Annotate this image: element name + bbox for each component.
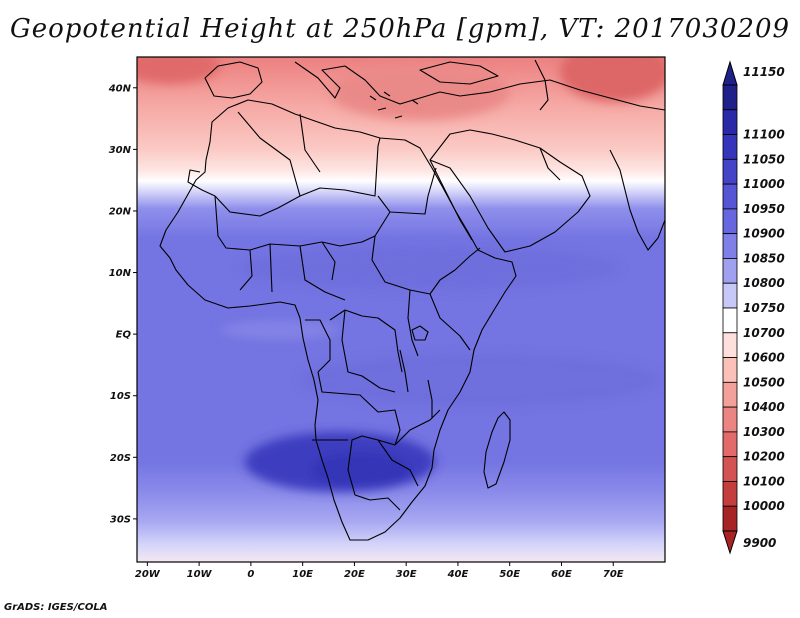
footer-credit: GrADS: IGES/COLA xyxy=(4,602,108,613)
colorbar-level-label: 10600 xyxy=(743,351,785,365)
ridge-mediterranean xyxy=(330,64,510,120)
lat-tick-label: 40N xyxy=(108,83,132,94)
ridge-high-northwest xyxy=(137,57,220,84)
lon-tick-label: 0 xyxy=(247,569,254,580)
colorbar-top-arrow xyxy=(722,60,738,86)
colorbar-swatch xyxy=(722,456,738,482)
colorbar-swatch xyxy=(722,84,738,111)
colorbar-level-label: 10750 xyxy=(743,301,785,315)
colorbar-swatch xyxy=(722,282,738,309)
border-southern-africa xyxy=(312,371,441,511)
iberia-coastline xyxy=(204,61,263,99)
plot-frame xyxy=(136,56,666,563)
colorbar-swatch xyxy=(722,109,738,135)
band-tropical-south xyxy=(300,354,660,406)
border-sahel xyxy=(214,195,391,301)
lake-victoria xyxy=(411,325,429,341)
colorbar-level-label: 10500 xyxy=(743,375,785,389)
colorbar-level-label: 10200 xyxy=(743,450,785,464)
colorbar-swatch xyxy=(722,505,738,532)
colorbar-level-label: 11100 xyxy=(743,128,785,142)
lat-tick-label: 30S xyxy=(110,514,131,525)
colorbar-bottom-arrow xyxy=(722,530,738,555)
arabia-coastline xyxy=(429,129,591,253)
latitude-axis: 40N 30N 20N 10N EQ 10S 20S 30S xyxy=(108,83,137,525)
colorbar-swatch xyxy=(722,357,738,383)
colorbar-level-label: 10300 xyxy=(743,425,785,439)
lake-tanganyika-malawi xyxy=(399,349,433,418)
coastlines-borders xyxy=(159,59,665,541)
height-field-background xyxy=(137,57,665,562)
red-sea-gulf xyxy=(429,147,561,241)
colorbar-level-label: 10000 xyxy=(743,499,785,513)
lon-tick-label: 10W xyxy=(187,569,213,580)
madagascar-coastline xyxy=(483,411,511,489)
colorbar: 11150 11100 11050 11000 10950 10900 10850 10800… xyxy=(722,60,785,555)
lon-tick-label: 50E xyxy=(499,569,520,580)
colorbar-swatch xyxy=(722,134,738,160)
colorbar-swatch xyxy=(722,307,738,334)
border-sahara-west xyxy=(187,137,381,217)
colorbar-level-label: 10400 xyxy=(743,400,785,414)
longitude-axis: 20W 10W 0 10E 20E 30E 40E 50E 60E 70E xyxy=(135,562,624,580)
colorbar-level-label: 9900 xyxy=(743,536,776,550)
lon-tick-label: 10E xyxy=(292,569,313,580)
lon-tick-label: 60E xyxy=(551,569,572,580)
lat-tick-label: EQ xyxy=(116,330,132,341)
colorbar-swatch xyxy=(722,481,738,507)
lon-tick-label: 70E xyxy=(603,569,624,580)
india-coastline xyxy=(609,149,665,251)
lat-tick-label: 30N xyxy=(109,145,132,156)
colorbar-level-label: 11000 xyxy=(743,177,785,191)
colorbar-swatch xyxy=(722,233,738,259)
colorbar-swatch xyxy=(722,258,738,284)
lon-tick-label: 40E xyxy=(447,569,469,580)
band-tropical-north xyxy=(240,246,620,290)
lat-tick-label: 10N xyxy=(109,268,132,279)
height-field xyxy=(137,57,665,562)
colorbar-level-label: 10850 xyxy=(743,251,785,265)
colorbar-swatch xyxy=(722,158,738,185)
colorbar-level-label: 10700 xyxy=(743,326,785,340)
aegean-islands xyxy=(369,91,419,119)
colorbar-swatch xyxy=(722,332,738,358)
black-caspian-coast xyxy=(419,59,549,111)
lat-tick-label: 20N xyxy=(109,206,132,217)
colorbar-swatch xyxy=(722,183,738,210)
italy-balkans-coastline xyxy=(294,61,665,111)
colorbar-level-label: 10100 xyxy=(743,474,785,488)
lon-tick-label: 20W xyxy=(135,569,161,580)
colorbar-swatch xyxy=(722,381,738,408)
colorbar-level-label: 10950 xyxy=(743,202,785,216)
border-east-africa xyxy=(371,235,481,357)
ridge-high-northeast xyxy=(560,57,665,102)
lon-tick-label: 30E xyxy=(396,569,417,580)
lat-tick-label: 20S xyxy=(110,453,131,464)
lon-tick-label: 20E xyxy=(344,569,365,580)
border-central-africa xyxy=(305,309,403,393)
colorbar-level-label: 11050 xyxy=(743,152,785,166)
colorbar-swatch xyxy=(722,208,738,235)
colorbar-swatch xyxy=(722,431,738,458)
border-north-africa xyxy=(237,111,437,215)
colorbar-level-label: 10900 xyxy=(743,227,785,241)
colorbar-swatch xyxy=(722,406,738,433)
light-band-equatorial xyxy=(220,320,340,340)
africa-coastline xyxy=(159,99,517,541)
map-title: Geopotential Height at 250hPa [gpm], VT:… xyxy=(9,14,791,44)
colorbar-level-label: 11150 xyxy=(743,65,785,79)
colorbar-level-label: 10800 xyxy=(743,276,785,290)
lat-tick-label: 10S xyxy=(110,391,131,402)
high-southern-africa-core xyxy=(310,452,410,488)
